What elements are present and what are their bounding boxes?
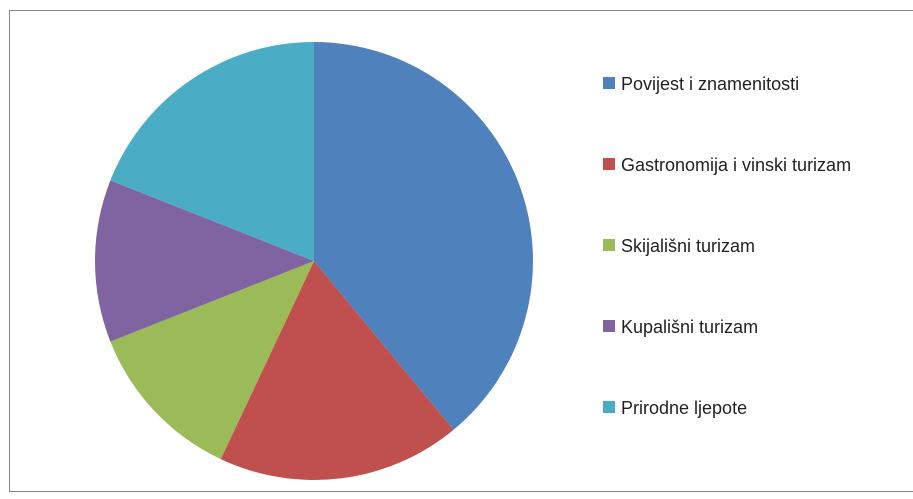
legend: Povijest i znamenitosti Gastronomija i vi… xyxy=(603,68,903,473)
legend-swatch xyxy=(603,401,615,413)
legend-item: Skijališni turizam xyxy=(603,230,903,311)
pie-slice xyxy=(314,42,534,430)
legend-swatch xyxy=(603,320,615,332)
legend-item: Povijest i znamenitosti xyxy=(603,68,903,149)
chart-border xyxy=(9,10,913,492)
legend-swatch xyxy=(603,158,615,170)
pie-slice xyxy=(110,261,314,460)
legend-label: Kupališni turizam xyxy=(621,317,759,337)
pie-slice xyxy=(110,42,314,261)
pie-slice xyxy=(95,180,315,342)
pie-slice xyxy=(220,261,454,480)
legend-swatch xyxy=(603,77,615,89)
legend-label: Prirodne ljepote xyxy=(621,398,748,418)
legend-item: Kupališni turizam xyxy=(603,311,903,392)
legend-swatch xyxy=(603,239,615,251)
legend-label: Gastronomija i vinski turizam xyxy=(621,155,852,175)
legend-item: Gastronomija i vinski turizam xyxy=(603,149,903,230)
legend-label: Skijališni turizam xyxy=(621,236,756,256)
legend-label: Povijest i znamenitosti xyxy=(621,74,800,94)
legend-item: Prirodne ljepote xyxy=(603,392,903,473)
